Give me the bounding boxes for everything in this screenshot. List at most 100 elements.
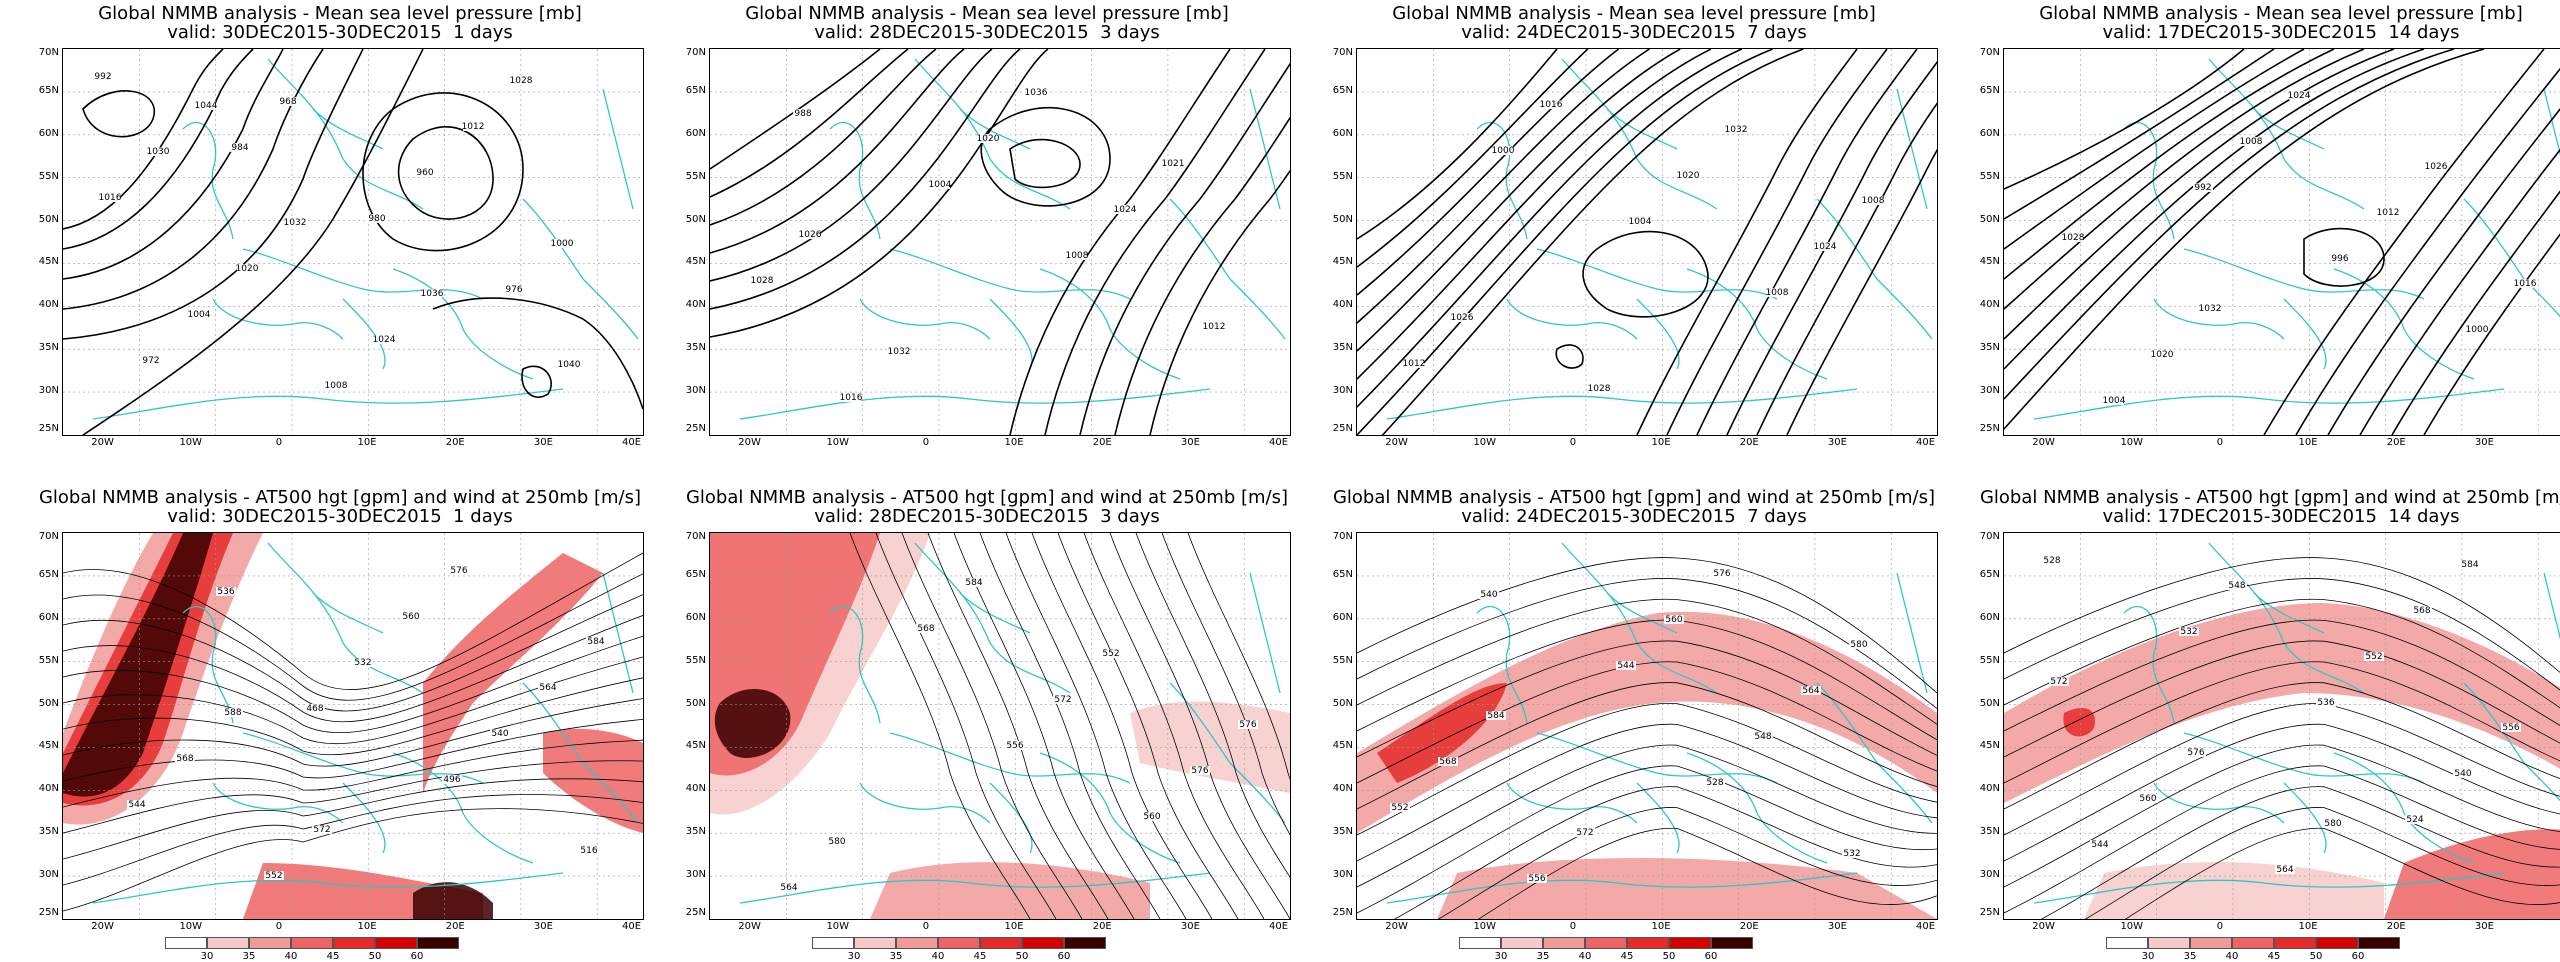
contour-label-bg bbox=[2467, 325, 2487, 334]
contour-label: 1040 bbox=[558, 360, 581, 370]
contour-label: 1008 bbox=[1766, 288, 1789, 298]
longitude-label: 30E bbox=[1180, 437, 1200, 448]
longitude-label: 30E bbox=[1827, 921, 1847, 932]
colorbar: 30 35 40 45 50 60 bbox=[812, 937, 1112, 962]
contour-label: 568 bbox=[176, 754, 193, 764]
contour-label: 576 bbox=[1239, 720, 1256, 730]
height-contour bbox=[1478, 827, 1937, 919]
latitude-label: 70N bbox=[685, 531, 706, 542]
colorbar-tick-label: 45 bbox=[973, 951, 987, 962]
coastline bbox=[859, 298, 991, 340]
contour-label-bg bbox=[2405, 815, 2425, 824]
longitude-label: 30E bbox=[2474, 437, 2494, 448]
isobar bbox=[710, 49, 965, 254]
coastline bbox=[2153, 782, 2285, 824]
latitude-label: 25N bbox=[1332, 423, 1353, 434]
coastline bbox=[2463, 198, 2560, 318]
longitude-label: 20W bbox=[738, 437, 761, 448]
latitude-label: 40N bbox=[1332, 783, 1353, 794]
contour-label-bg bbox=[305, 704, 325, 713]
coastline bbox=[312, 108, 384, 150]
contour-label-bg bbox=[463, 122, 483, 131]
panel-title: Global NMMB analysis - Mean sea level pr… bbox=[1392, 3, 1876, 24]
contour-label: 572 bbox=[2050, 677, 2067, 687]
longitude-label: 0 bbox=[275, 437, 283, 448]
latitude-label: 25N bbox=[1332, 907, 1353, 918]
contour-label-bg bbox=[223, 708, 243, 717]
latitude-label: 25N bbox=[685, 907, 706, 918]
colorbar-tick-label: 30 bbox=[200, 951, 214, 962]
isobar bbox=[2327, 107, 2560, 435]
wind-speed-shading bbox=[413, 882, 493, 919]
height-contour bbox=[2004, 619, 2560, 732]
latitude-label: 35N bbox=[685, 826, 706, 837]
height-contour bbox=[63, 698, 643, 767]
coastline bbox=[2208, 58, 2365, 210]
isobar bbox=[980, 106, 1111, 207]
latitude-label: 60N bbox=[685, 612, 706, 623]
isobar bbox=[710, 49, 909, 198]
contour-label: 1012 bbox=[1403, 359, 1426, 369]
isobar bbox=[1357, 49, 1650, 324]
longitude-label: 40E bbox=[1916, 921, 1936, 932]
coastline bbox=[267, 58, 424, 210]
latitude-label: 55N bbox=[685, 171, 706, 182]
contour-label-bg bbox=[2330, 254, 2350, 263]
contour-label-bg bbox=[216, 587, 236, 596]
longitude-label: 20W bbox=[738, 921, 761, 932]
contour-label: 976 bbox=[505, 285, 522, 295]
height-contour bbox=[2125, 827, 2560, 919]
map-frame: 992 996 1000 1004 1008 1012 1016 1020 1024 1026 10… bbox=[2003, 48, 2560, 436]
map-panel-3: Global NMMB analysis - Mean sea level pr… bbox=[1319, 0, 1949, 476]
contour-label: 1028 bbox=[510, 76, 533, 86]
contour-label: 1028 bbox=[2062, 233, 2085, 243]
contour-label: 556 bbox=[1528, 874, 1545, 884]
contour-label: 576 bbox=[1713, 569, 1730, 579]
coastline bbox=[1506, 782, 1638, 824]
contour-label: 1032 bbox=[2199, 304, 2222, 314]
isobar bbox=[63, 49, 254, 250]
contour-label-bg bbox=[2042, 556, 2062, 565]
contour-label-bg bbox=[374, 335, 394, 344]
contour-label: 564 bbox=[539, 683, 556, 693]
colorbar-swatch bbox=[854, 937, 896, 949]
latitude-label: 25N bbox=[1979, 907, 2000, 918]
longitude-label: 20W bbox=[2032, 437, 2055, 448]
contour-label-bg bbox=[1664, 615, 1684, 624]
contour-label-bg bbox=[1404, 359, 1424, 368]
latitude-label: 50N bbox=[685, 698, 706, 709]
latitude-label: 25N bbox=[1979, 423, 2000, 434]
longitude-label: 0 bbox=[922, 437, 930, 448]
map-panel-5: Global NMMB analysis - AT500 hgt [gpm] a… bbox=[25, 484, 655, 960]
coastline bbox=[2333, 752, 2475, 864]
colorbar-swatch bbox=[1711, 937, 1753, 949]
longitude-label: 10W bbox=[2120, 921, 2144, 932]
contour-label: 984 bbox=[231, 143, 248, 153]
contour-label-bg bbox=[1527, 874, 1547, 883]
coastline bbox=[2283, 298, 2327, 370]
longitude-label: 40E bbox=[622, 921, 642, 932]
coastline bbox=[242, 732, 484, 784]
coastline bbox=[2333, 268, 2475, 380]
longitude-label: 10E bbox=[1651, 437, 1671, 448]
contour-label-bg bbox=[2179, 627, 2199, 636]
contour-label-bg bbox=[1678, 171, 1698, 180]
coastline bbox=[2253, 592, 2325, 634]
contour-label: 988 bbox=[794, 109, 811, 119]
contour-label: 1030 bbox=[147, 147, 170, 157]
longitude-label: 40E bbox=[622, 437, 642, 448]
isobar bbox=[1009, 138, 1081, 189]
coastline bbox=[1476, 121, 1528, 240]
longitude-label: 20W bbox=[2032, 921, 2055, 932]
colorbar-swatch bbox=[1022, 937, 1064, 949]
contour-label-bg bbox=[2138, 794, 2158, 803]
contour-label-bg bbox=[2316, 698, 2336, 707]
contour-label-bg bbox=[1863, 196, 1883, 205]
longitude-label: 30E bbox=[1827, 437, 1847, 448]
colorbar-swatch bbox=[1064, 937, 1106, 949]
panel-title: Global NMMB analysis - Mean sea level pr… bbox=[98, 3, 582, 24]
latitude-label: 60N bbox=[685, 128, 706, 139]
contour-label-bg bbox=[1190, 766, 1210, 775]
colorbar-tick-label: 60 bbox=[2351, 951, 2365, 962]
isobar bbox=[1555, 344, 1584, 369]
